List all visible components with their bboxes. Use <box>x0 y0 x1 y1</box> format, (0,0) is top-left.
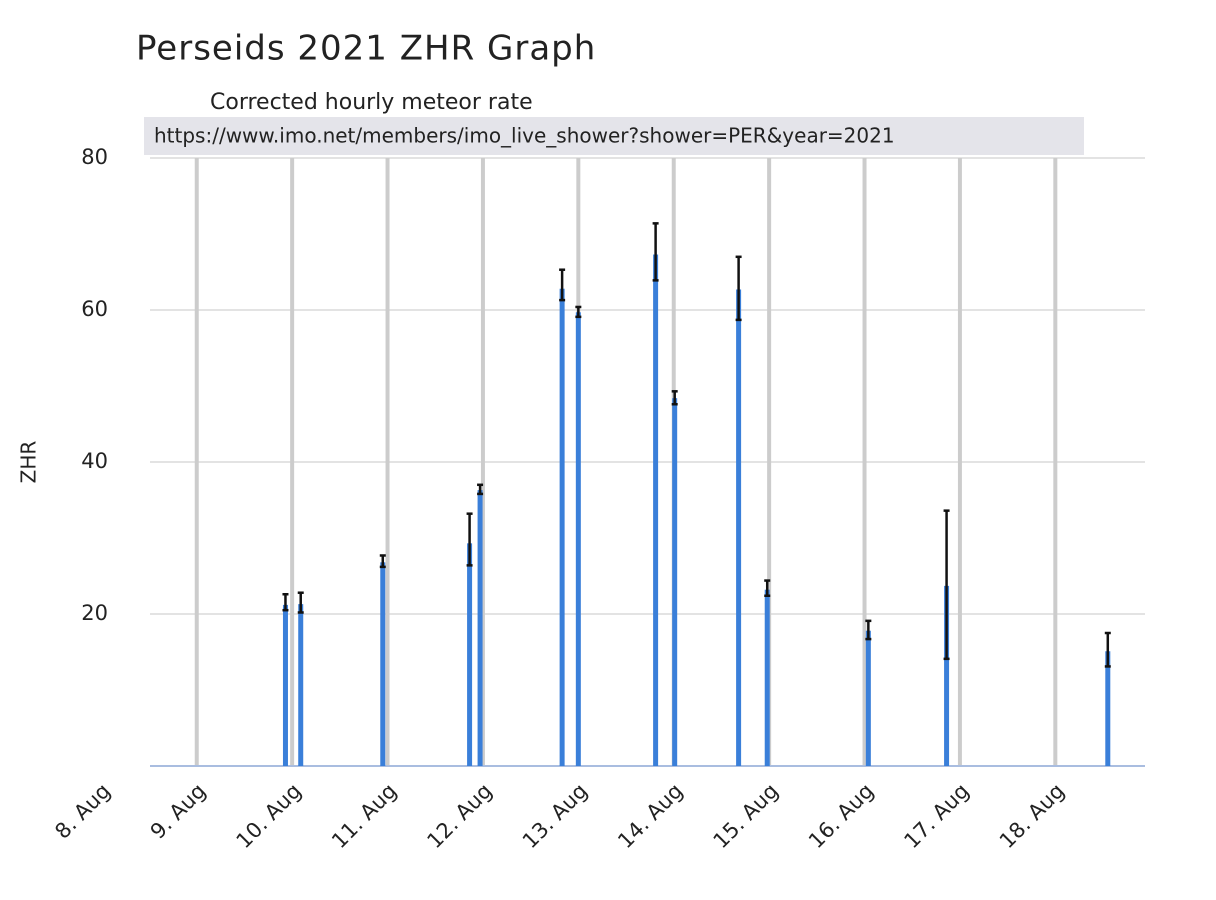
bar <box>764 589 770 766</box>
source-box <box>144 117 1084 155</box>
error-bar <box>282 592 289 612</box>
x-tick-label: 17. Aug <box>899 779 973 853</box>
bar <box>477 490 483 766</box>
error-bar <box>652 222 659 282</box>
x-tick-label: 11. Aug <box>327 779 401 853</box>
x-tick-label: 15. Aug <box>709 779 783 853</box>
x-tick-label: 12. Aug <box>422 779 496 853</box>
x-tick-label: 10. Aug <box>232 779 306 853</box>
x-tick-label: 9. Aug <box>146 779 211 844</box>
error-bar <box>575 305 582 319</box>
bar <box>467 543 473 766</box>
bar <box>736 289 742 766</box>
error-bar <box>671 390 678 406</box>
bar <box>865 630 871 766</box>
chart-title: Perseids 2021 ZHR Graph <box>136 29 596 69</box>
bar <box>559 288 565 766</box>
error-bar <box>466 512 473 567</box>
error-bar <box>943 509 950 661</box>
source-url: https://www.imo.net/members/imo_live_sho… <box>154 124 895 148</box>
y-axis-label: ZHR <box>17 441 41 484</box>
x-tick-label: 13. Aug <box>518 779 592 853</box>
bar <box>1105 651 1111 766</box>
y-tick-label: 60 <box>81 297 108 321</box>
y-tick-label: 20 <box>81 601 108 625</box>
error-bar <box>379 554 386 569</box>
bar <box>282 604 288 766</box>
error-bar <box>1104 631 1111 668</box>
bar <box>672 398 678 766</box>
bar <box>575 312 581 766</box>
x-tick-label: 18. Aug <box>995 779 1069 853</box>
y-tick-label: 80 <box>81 145 108 169</box>
bar <box>944 585 950 766</box>
chart-subtitle: Corrected hourly meteor rate <box>210 90 533 115</box>
error-bar <box>865 619 872 641</box>
bar <box>653 254 659 766</box>
bar <box>380 562 386 766</box>
error-bar <box>477 483 484 496</box>
bar <box>298 604 304 766</box>
error-bar <box>297 591 304 614</box>
x-tick-label: 8. Aug <box>50 779 115 844</box>
x-tick-label: 14. Aug <box>613 779 687 853</box>
y-tick-label: 40 <box>81 449 108 473</box>
error-bar <box>735 255 742 322</box>
error-bar <box>559 268 566 302</box>
x-tick-label: 16. Aug <box>804 779 878 853</box>
error-bar <box>764 579 771 598</box>
